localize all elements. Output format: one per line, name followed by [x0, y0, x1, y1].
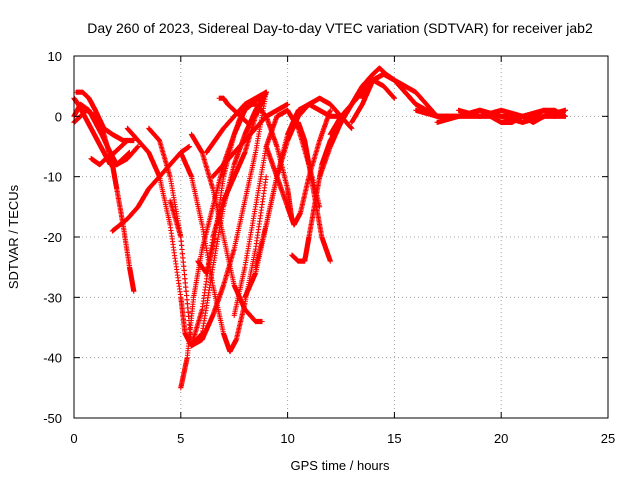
data-markers [216, 95, 250, 125]
x-tick-label: 25 [601, 431, 615, 446]
data-markers [88, 137, 130, 168]
series-arc-15 [210, 101, 291, 180]
data-markers [167, 89, 269, 349]
data-markers [295, 119, 333, 264]
x-tick-label: 10 [280, 431, 294, 446]
plot-points [71, 65, 568, 391]
series-arc-16 [216, 95, 250, 125]
x-tick-label: 15 [387, 431, 401, 446]
series-arc-12 [188, 131, 265, 325]
tick-marks [73, 55, 609, 419]
x-tick-label: 0 [70, 431, 77, 446]
series-arc-20 [263, 107, 333, 228]
series-arc-8 [146, 89, 269, 349]
chart-title: Day 260 of 2023, Sidereal Day-to-day VTE… [87, 20, 593, 36]
data-markers [210, 101, 291, 180]
data-markers [455, 107, 568, 125]
series-arc-9 [167, 89, 269, 349]
x-tick-label: 5 [177, 431, 184, 446]
y-tick-label: -20 [43, 230, 62, 245]
y-tick-label: 0 [55, 109, 62, 124]
series-arc-5 [88, 137, 130, 168]
data-markers [188, 131, 265, 325]
y-tick-label: -40 [43, 351, 62, 366]
series-arc-22 [295, 119, 333, 264]
data-markers [146, 89, 269, 349]
tick-labels: 0 5 10 15 20 25 -50 -40 -30 -20 -10 0 10 [43, 49, 615, 446]
y-tick-label: -10 [43, 170, 62, 185]
y-tick-label: -50 [43, 411, 62, 426]
series-arc-29 [455, 107, 568, 125]
y-tick-label: 10 [48, 49, 62, 64]
y-tick-label: -30 [43, 290, 62, 305]
x-tick-label: 20 [494, 431, 508, 446]
y-axis-label: SDTVAR / TECUs [6, 184, 21, 289]
data-markers [263, 107, 333, 228]
x-axis-label: GPS time / hours [291, 458, 390, 473]
grid [74, 56, 608, 418]
